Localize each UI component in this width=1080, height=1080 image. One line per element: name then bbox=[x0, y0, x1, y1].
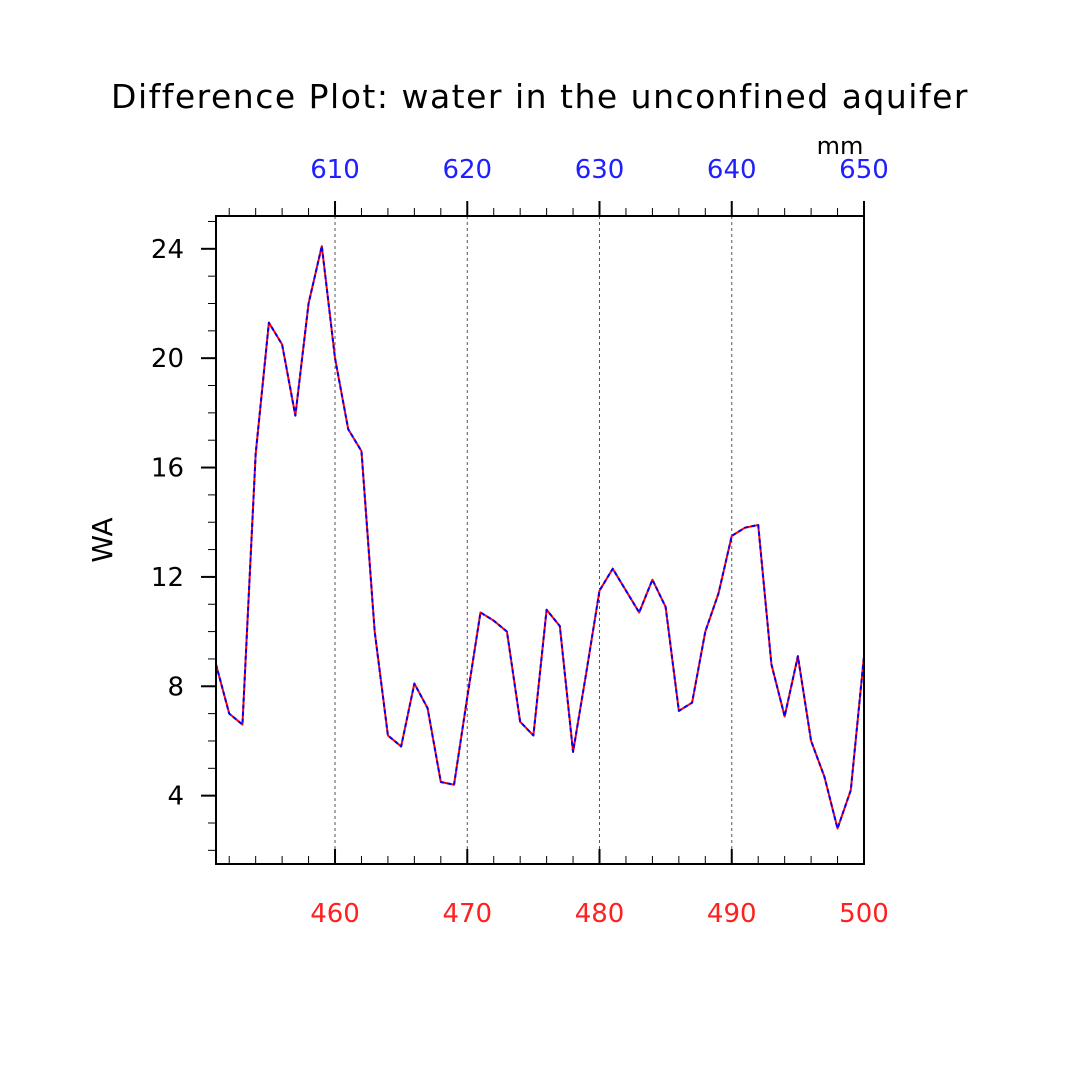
series-layer bbox=[215, 245, 865, 830]
tick-labels-layer: 460 470 480 490 500 610 620 630 640 650 4 8 12 16 20 24 bbox=[151, 155, 889, 929]
y-tick-label-20: 20 bbox=[151, 344, 184, 374]
y-tick-label-24: 24 bbox=[151, 235, 184, 265]
x-top-tick-label-640: 640 bbox=[707, 155, 757, 185]
series-line-2 bbox=[215, 245, 865, 830]
x-top-tick-label-630: 630 bbox=[575, 155, 625, 185]
x-bottom-tick-label-460: 460 bbox=[310, 899, 360, 929]
x-top-tick-label-620: 620 bbox=[442, 155, 492, 185]
y-tick-label-4: 4 bbox=[167, 782, 184, 812]
chart-title: Difference Plot: water in the unconfined… bbox=[111, 77, 969, 116]
x-top-tick-label-610: 610 bbox=[310, 155, 360, 185]
y-tick-label-16: 16 bbox=[151, 454, 184, 484]
y-axis-label: WA bbox=[86, 517, 119, 562]
x-bottom-tick-label-490: 490 bbox=[707, 899, 757, 929]
x-bottom-tick-label-470: 470 bbox=[442, 899, 492, 929]
top-axis-unit-label: mm bbox=[817, 132, 864, 160]
x-top-tick-label-650: 650 bbox=[839, 155, 889, 185]
plot-frame bbox=[215, 215, 865, 865]
x-bottom-tick-label-480: 480 bbox=[575, 899, 625, 929]
y-tick-label-8: 8 bbox=[167, 672, 184, 702]
x-bottom-tick-label-500: 500 bbox=[839, 899, 889, 929]
y-tick-label-12: 12 bbox=[151, 563, 184, 593]
